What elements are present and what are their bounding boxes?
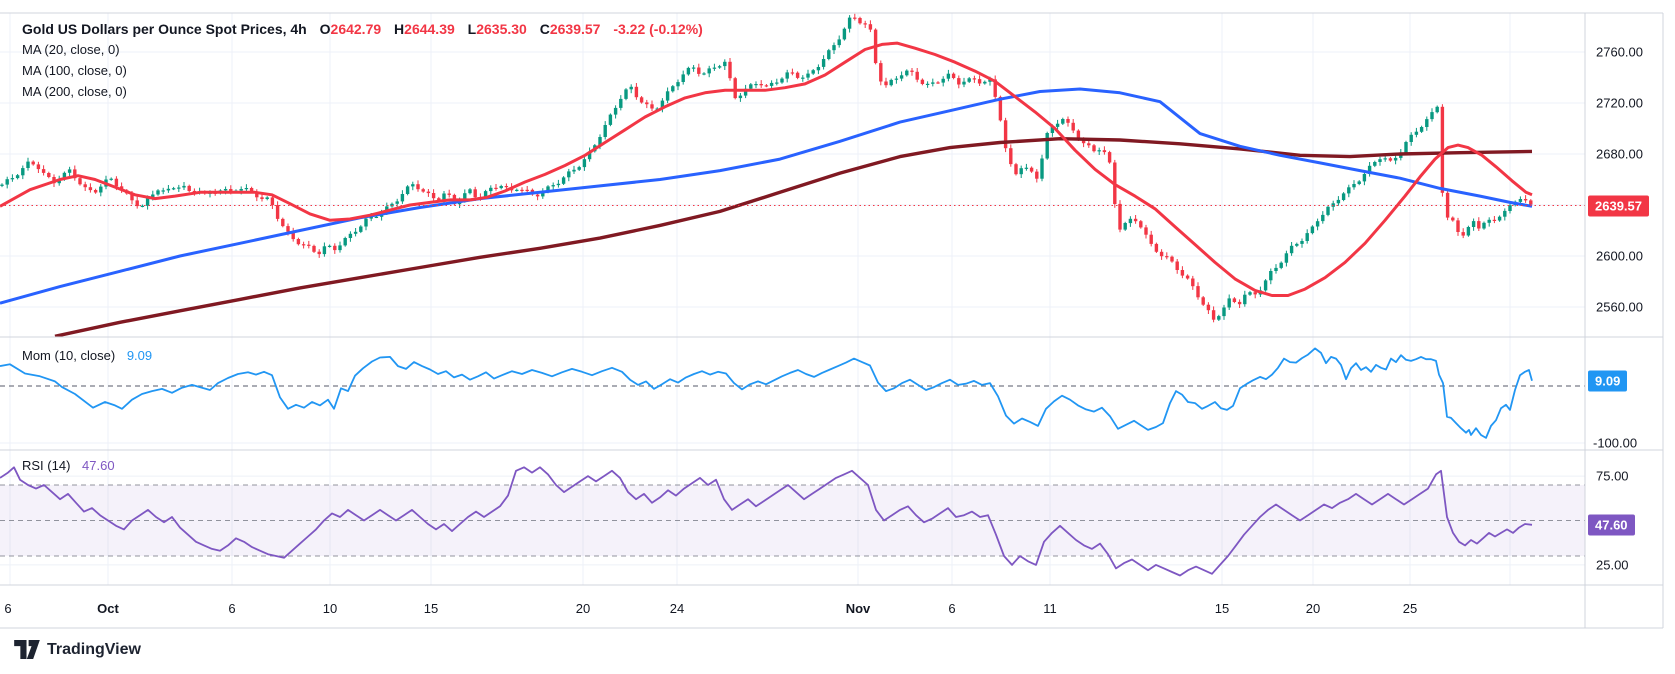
- chart-canvas[interactable]: [0, 0, 1675, 632]
- momentum-label: Mom (10, close): [22, 348, 116, 363]
- rsi-tick-label: 75.00: [1596, 468, 1629, 484]
- pane-borders: [0, 12, 1664, 629]
- price-tick-label: 2760.00: [1596, 44, 1643, 60]
- rsi-value-badge: 47.60: [1588, 514, 1635, 536]
- momentum-value: 9.09: [126, 348, 153, 363]
- momentum-value-badge: 9.09: [1588, 370, 1628, 392]
- time-tick-label: 24: [669, 601, 685, 616]
- tradingview-brand[interactable]: TradingView: [14, 640, 141, 659]
- ma100-line[interactable]: [0, 87, 1533, 305]
- rsi-tick-label: 25.00: [1596, 557, 1629, 573]
- time-tick-label: Oct: [97, 601, 119, 616]
- momentum-pane-legend[interactable]: Mom (10, close) 9.09: [22, 348, 152, 363]
- time-tick-label: 6: [228, 601, 236, 616]
- time-tick-label: 6: [4, 601, 12, 616]
- ohlc-open-value: 2642.79: [330, 21, 382, 37]
- ma200-legend[interactable]: MA (200, close, 0): [22, 84, 127, 99]
- ohlc-low-label: L: [467, 21, 477, 37]
- change-value: -3.22 (-0.12%): [613, 21, 703, 37]
- time-tick-label: 20: [1305, 601, 1321, 616]
- momentum-line[interactable]: [0, 347, 1533, 439]
- rsi-label: RSI (14): [22, 458, 71, 473]
- time-tick-label: 11: [1043, 601, 1057, 616]
- rsi-line[interactable]: [0, 466, 1533, 577]
- time-tick-label: 15: [1214, 601, 1230, 616]
- time-tick-label: Nov: [845, 601, 871, 616]
- ma20-legend[interactable]: MA (20, close, 0): [22, 42, 120, 57]
- tradingview-logo-icon: [14, 640, 40, 659]
- price-tick-label: 2560.00: [1596, 299, 1643, 315]
- ohlc-close-label: C: [539, 21, 550, 37]
- time-tick-label: 6: [948, 601, 956, 616]
- ma20-line[interactable]: [0, 41, 1533, 297]
- price-tick-label: 2680.00: [1596, 146, 1643, 162]
- rsi-pane-legend[interactable]: RSI (14) 47.60: [22, 458, 115, 473]
- time-tick-label: 10: [322, 601, 338, 616]
- brand-text: TradingView: [47, 640, 141, 658]
- time-tick-label: 20: [575, 601, 591, 616]
- momentum-tick-label: -100.00: [1593, 435, 1638, 451]
- time-tick-label: 25: [1402, 601, 1418, 616]
- ma200-line[interactable]: [54, 136, 1533, 337]
- time-tick-label: 15: [423, 601, 439, 616]
- symbol-title-row[interactable]: Gold US Dollars per Ounce Spot Prices, 4…: [22, 21, 703, 37]
- ohlc-high-label: H: [394, 21, 405, 37]
- price-tick-label: 2720.00: [1596, 95, 1643, 111]
- ma100-legend[interactable]: MA (100, close, 0): [22, 63, 127, 78]
- candles: [0, 13, 1533, 323]
- symbol-title: Gold US Dollars per Ounce Spot Prices, 4…: [22, 21, 307, 37]
- ohlc-open-label: O: [319, 21, 331, 37]
- last-price-badge: 2639.57: [1588, 195, 1649, 217]
- rsi-value: 47.60: [82, 458, 115, 473]
- price-tick-label: 2600.00: [1596, 248, 1643, 264]
- ohlc-close-value: 2639.57: [549, 21, 601, 37]
- ohlc-high-value: 2644.39: [404, 21, 455, 37]
- ohlc-low-value: 2635.30: [476, 21, 527, 37]
